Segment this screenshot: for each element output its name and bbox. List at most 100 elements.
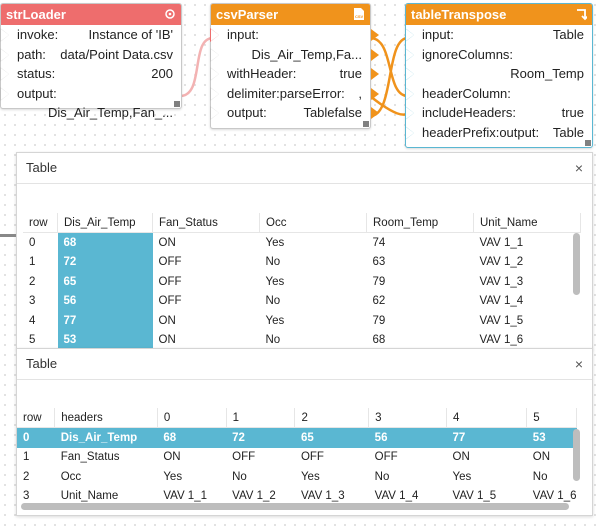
- table-cell[interactable]: VAV 1_6: [479, 334, 524, 347]
- table-cell[interactable]: Dis_Air_Temp: [54, 427, 158, 448]
- transpose-icon[interactable]: [575, 7, 587, 21]
- table-cell[interactable]: 3: [23, 490, 30, 503]
- table-cell[interactable]: ON: [158, 314, 176, 327]
- table-row[interactable]: 0 Dis_Air_Temp 68 72 65 56 77 53: [17, 427, 577, 448]
- output-port-icon[interactable]: [371, 29, 379, 41]
- property-row[interactable]: headerColumn:: [405, 64, 592, 101]
- table-cell[interactable]: 3: [29, 295, 36, 308]
- column-header[interactable]: 1: [226, 408, 296, 428]
- column-header[interactable]: Room_Temp: [366, 213, 474, 233]
- output-port-icon[interactable]: [371, 87, 379, 100]
- table-cell[interactable]: Yes: [265, 314, 285, 327]
- property-row[interactable]: status: 200: [0, 64, 181, 84]
- table-window-2[interactable]: Table × row headers 0 1 2 3 4 5 0 Dis_Air_Temp 68…: [16, 348, 593, 516]
- table-cell[interactable]: Yes: [300, 470, 320, 483]
- output-port-icon[interactable]: [371, 48, 379, 61]
- table-row[interactable]: 2 Occ Yes No Yes No Yes No: [17, 467, 577, 487]
- column-header[interactable]: 0: [157, 408, 227, 428]
- table-row[interactable]: 1 Fan_Status ON OFF OFF OFF ON ON: [17, 448, 577, 468]
- column-header[interactable]: Occ: [259, 213, 367, 233]
- table-cell[interactable]: 53: [57, 330, 153, 349]
- table-row[interactable]: 3 Unit_Name VAV 1_1 VAV 1_2 VAV 1_3 VAV 1_4 VA…: [17, 487, 577, 507]
- table-cell[interactable]: OFF: [300, 451, 324, 464]
- table-cell[interactable]: ON: [158, 236, 176, 249]
- column-header[interactable]: Unit_Name: [473, 213, 581, 233]
- table-cell[interactable]: 74: [372, 236, 386, 249]
- table-cell[interactable]: Occ: [60, 470, 82, 483]
- tabletranspose-block[interactable]: tableTranspose input: Table ignoreColumns:…: [405, 3, 593, 148]
- tabletranspose-header[interactable]: tableTranspose: [406, 4, 592, 25]
- table-cell[interactable]: Yes: [265, 236, 285, 249]
- vertical-scrollbar[interactable]: [573, 429, 580, 481]
- close-icon[interactable]: ×: [574, 160, 583, 176]
- table-cell[interactable]: Unit_Name: [60, 490, 119, 503]
- table-cell[interactable]: 0: [29, 236, 36, 249]
- table-cell[interactable]: VAV 1_2: [232, 490, 276, 503]
- column-header[interactable]: headers: [54, 408, 158, 428]
- table-cell[interactable]: No: [265, 295, 281, 308]
- table-cell[interactable]: VAV 1_4: [374, 490, 419, 503]
- table-cell[interactable]: VAV 1_3: [479, 275, 524, 288]
- table-cell[interactable]: VAV 1_3: [300, 490, 345, 503]
- table-cell[interactable]: ON: [532, 451, 551, 464]
- column-header[interactable]: 2: [294, 408, 370, 428]
- table-cell[interactable]: 68: [157, 427, 227, 448]
- table-cell[interactable]: Yes: [163, 470, 183, 483]
- property-row[interactable]: parseError: false: [210, 84, 379, 120]
- table-cell[interactable]: OFF: [158, 295, 182, 308]
- property-row[interactable]: path: data/Point Data.csv: [0, 45, 181, 65]
- table-cell[interactable]: No: [232, 470, 247, 483]
- table-cell[interactable]: OFF: [232, 451, 256, 464]
- table-cell[interactable]: 63: [372, 256, 386, 269]
- column-header[interactable]: row: [17, 408, 56, 428]
- table-cell[interactable]: Yes: [452, 470, 472, 483]
- output-port-icon[interactable]: [371, 68, 379, 80]
- property-row[interactable]: ignoreColumns: Room_Temp: [405, 45, 592, 81]
- property-row[interactable]: input: Dis_Air_Temp,Fa...: [210, 25, 379, 62]
- table-row[interactable]: 2 65 OFF Yes 79 VAV 1_3: [23, 272, 581, 292]
- property-row[interactable]: headerPrefix:: [405, 103, 592, 140]
- table-cell[interactable]: VAV 1_1: [163, 490, 207, 503]
- table-cell[interactable]: VAV 1_2: [479, 256, 524, 269]
- resize-handle[interactable]: [585, 140, 591, 146]
- table-cell[interactable]: 65: [294, 427, 369, 448]
- table-cell[interactable]: VAV 1_1: [479, 236, 524, 249]
- table-row[interactable]: 4 77 ON Yes 79 VAV 1_5: [23, 311, 581, 331]
- column-header[interactable]: 3: [368, 408, 447, 428]
- column-header[interactable]: Dis_Air_Temp: [57, 213, 153, 233]
- table-window-2-titlebar[interactable]: Table ×: [17, 349, 592, 380]
- table-cell[interactable]: ON: [158, 334, 176, 347]
- table-cell[interactable]: No: [374, 470, 390, 483]
- table-cell[interactable]: 1: [29, 256, 36, 269]
- table-window-1[interactable]: Table × row Dis_Air_Temp Fan_Status Occ Room…: [16, 152, 593, 350]
- horizontal-scrollbar[interactable]: [21, 503, 569, 510]
- table-cell[interactable]: VAV 1_5: [452, 490, 497, 503]
- table-cell[interactable]: VAV 1_6: [532, 490, 577, 503]
- table-window-1-titlebar[interactable]: Table ×: [17, 153, 592, 184]
- property-row[interactable]: output: Table: [405, 123, 592, 143]
- resize-handle[interactable]: [174, 101, 180, 107]
- table-cell[interactable]: No: [532, 470, 548, 483]
- table-cell[interactable]: No: [265, 256, 281, 269]
- strloader-block[interactable]: strLoader invoke: Instance of 'IB' path: da…: [0, 3, 182, 120]
- table-cell[interactable]: VAV 1_4: [479, 295, 524, 308]
- table-row[interactable]: 3 56 OFF No 62 VAV 1_4: [23, 291, 581, 311]
- table-cell[interactable]: 56: [57, 291, 153, 311]
- table-cell[interactable]: 65: [57, 272, 153, 292]
- strloader-header[interactable]: strLoader: [1, 4, 181, 25]
- table-row[interactable]: 1 72 OFF No 63 VAV 1_2: [23, 252, 581, 272]
- table-cell[interactable]: 79: [372, 275, 386, 288]
- property-row[interactable]: withHeader: true: [210, 45, 379, 81]
- csvparser-block[interactable]: csvParser CSV input: Dis_Air_Temp,Fa... wi…: [210, 3, 379, 129]
- property-row[interactable]: input: Table: [405, 25, 592, 45]
- vertical-scrollbar[interactable]: [573, 233, 580, 295]
- table-row[interactable]: 5 53 ON No 68 VAV 1_6: [23, 330, 581, 349]
- table-cell[interactable]: OFF: [158, 256, 182, 269]
- property-row[interactable]: invoke: Instance of 'IB': [0, 25, 181, 45]
- column-header[interactable]: Fan_Status: [152, 213, 260, 233]
- csv-file-icon[interactable]: CSV: [353, 7, 365, 21]
- table-cell[interactable]: 68: [372, 334, 386, 347]
- table-cell[interactable]: 2: [23, 470, 30, 483]
- property-row[interactable]: delimiter:,: [210, 64, 379, 101]
- property-row[interactable]: includeHeaders: true: [405, 84, 592, 120]
